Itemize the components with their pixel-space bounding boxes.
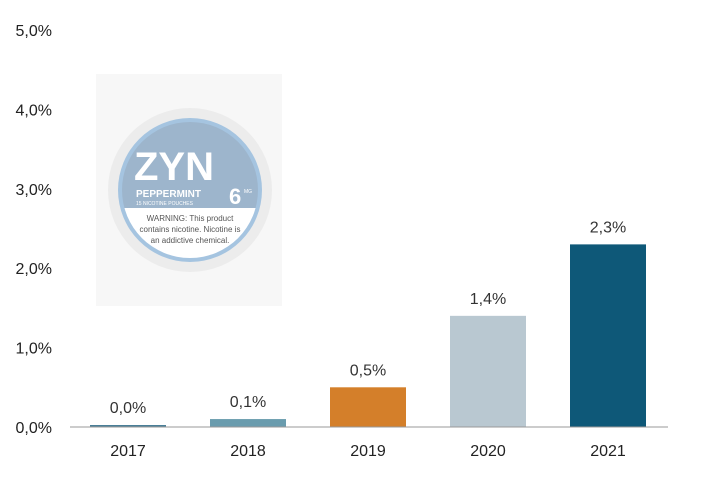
bar-2017	[90, 425, 166, 427]
x-tick-label-2017: 2017	[110, 443, 146, 460]
y-tick-label: 2,0%	[16, 261, 52, 278]
product-image: ZYN PEPPERMINT 6 MG 15 NICOTINE POUCHES …	[96, 74, 282, 306]
data-label-2019: 0,5%	[350, 362, 386, 379]
bars	[90, 244, 646, 427]
data-label-2018: 0,1%	[230, 394, 266, 411]
warning-line-2: contains nicotine. Nicotine is	[140, 225, 241, 234]
data-label-2017: 0,0%	[110, 400, 146, 417]
strength-value: 6	[229, 184, 241, 209]
y-tick-label: 5,0%	[16, 23, 52, 40]
y-tick-label: 1,0%	[16, 341, 52, 358]
strength-unit: MG	[244, 189, 252, 195]
brand-logo: ZYN	[134, 145, 214, 189]
y-tick-label: 0,0%	[16, 420, 52, 437]
x-axis-ticks: 2017 2018 2019 2020 2021	[110, 443, 626, 460]
y-tick-label: 4,0%	[16, 102, 52, 119]
bar-2020	[450, 315, 526, 427]
pouch-count: 15 NICOTINE POUCHES	[136, 201, 194, 207]
warning-line-1: WARNING: This product	[147, 214, 234, 223]
bar-2018	[210, 419, 286, 427]
data-labels: 0,0% 0,1% 0,5% 1,4% 2,3%	[110, 219, 626, 417]
y-tick-label: 3,0%	[16, 182, 52, 199]
data-label-2021: 2,3%	[590, 219, 626, 236]
bar-2021	[570, 244, 646, 427]
bar-2019	[330, 387, 406, 427]
x-tick-label-2018: 2018	[230, 443, 266, 460]
x-tick-label-2020: 2020	[470, 443, 506, 460]
warning-line-3: an addictive chemical.	[151, 236, 230, 245]
x-tick-label-2019: 2019	[350, 443, 386, 460]
x-tick-label-2021: 2021	[590, 443, 626, 460]
y-axis-ticks: 0,0% 1,0% 2,0% 3,0% 4,0% 5,0%	[16, 23, 52, 437]
data-label-2020: 1,4%	[470, 291, 506, 308]
flavor-label: PEPPERMINT	[136, 189, 201, 200]
